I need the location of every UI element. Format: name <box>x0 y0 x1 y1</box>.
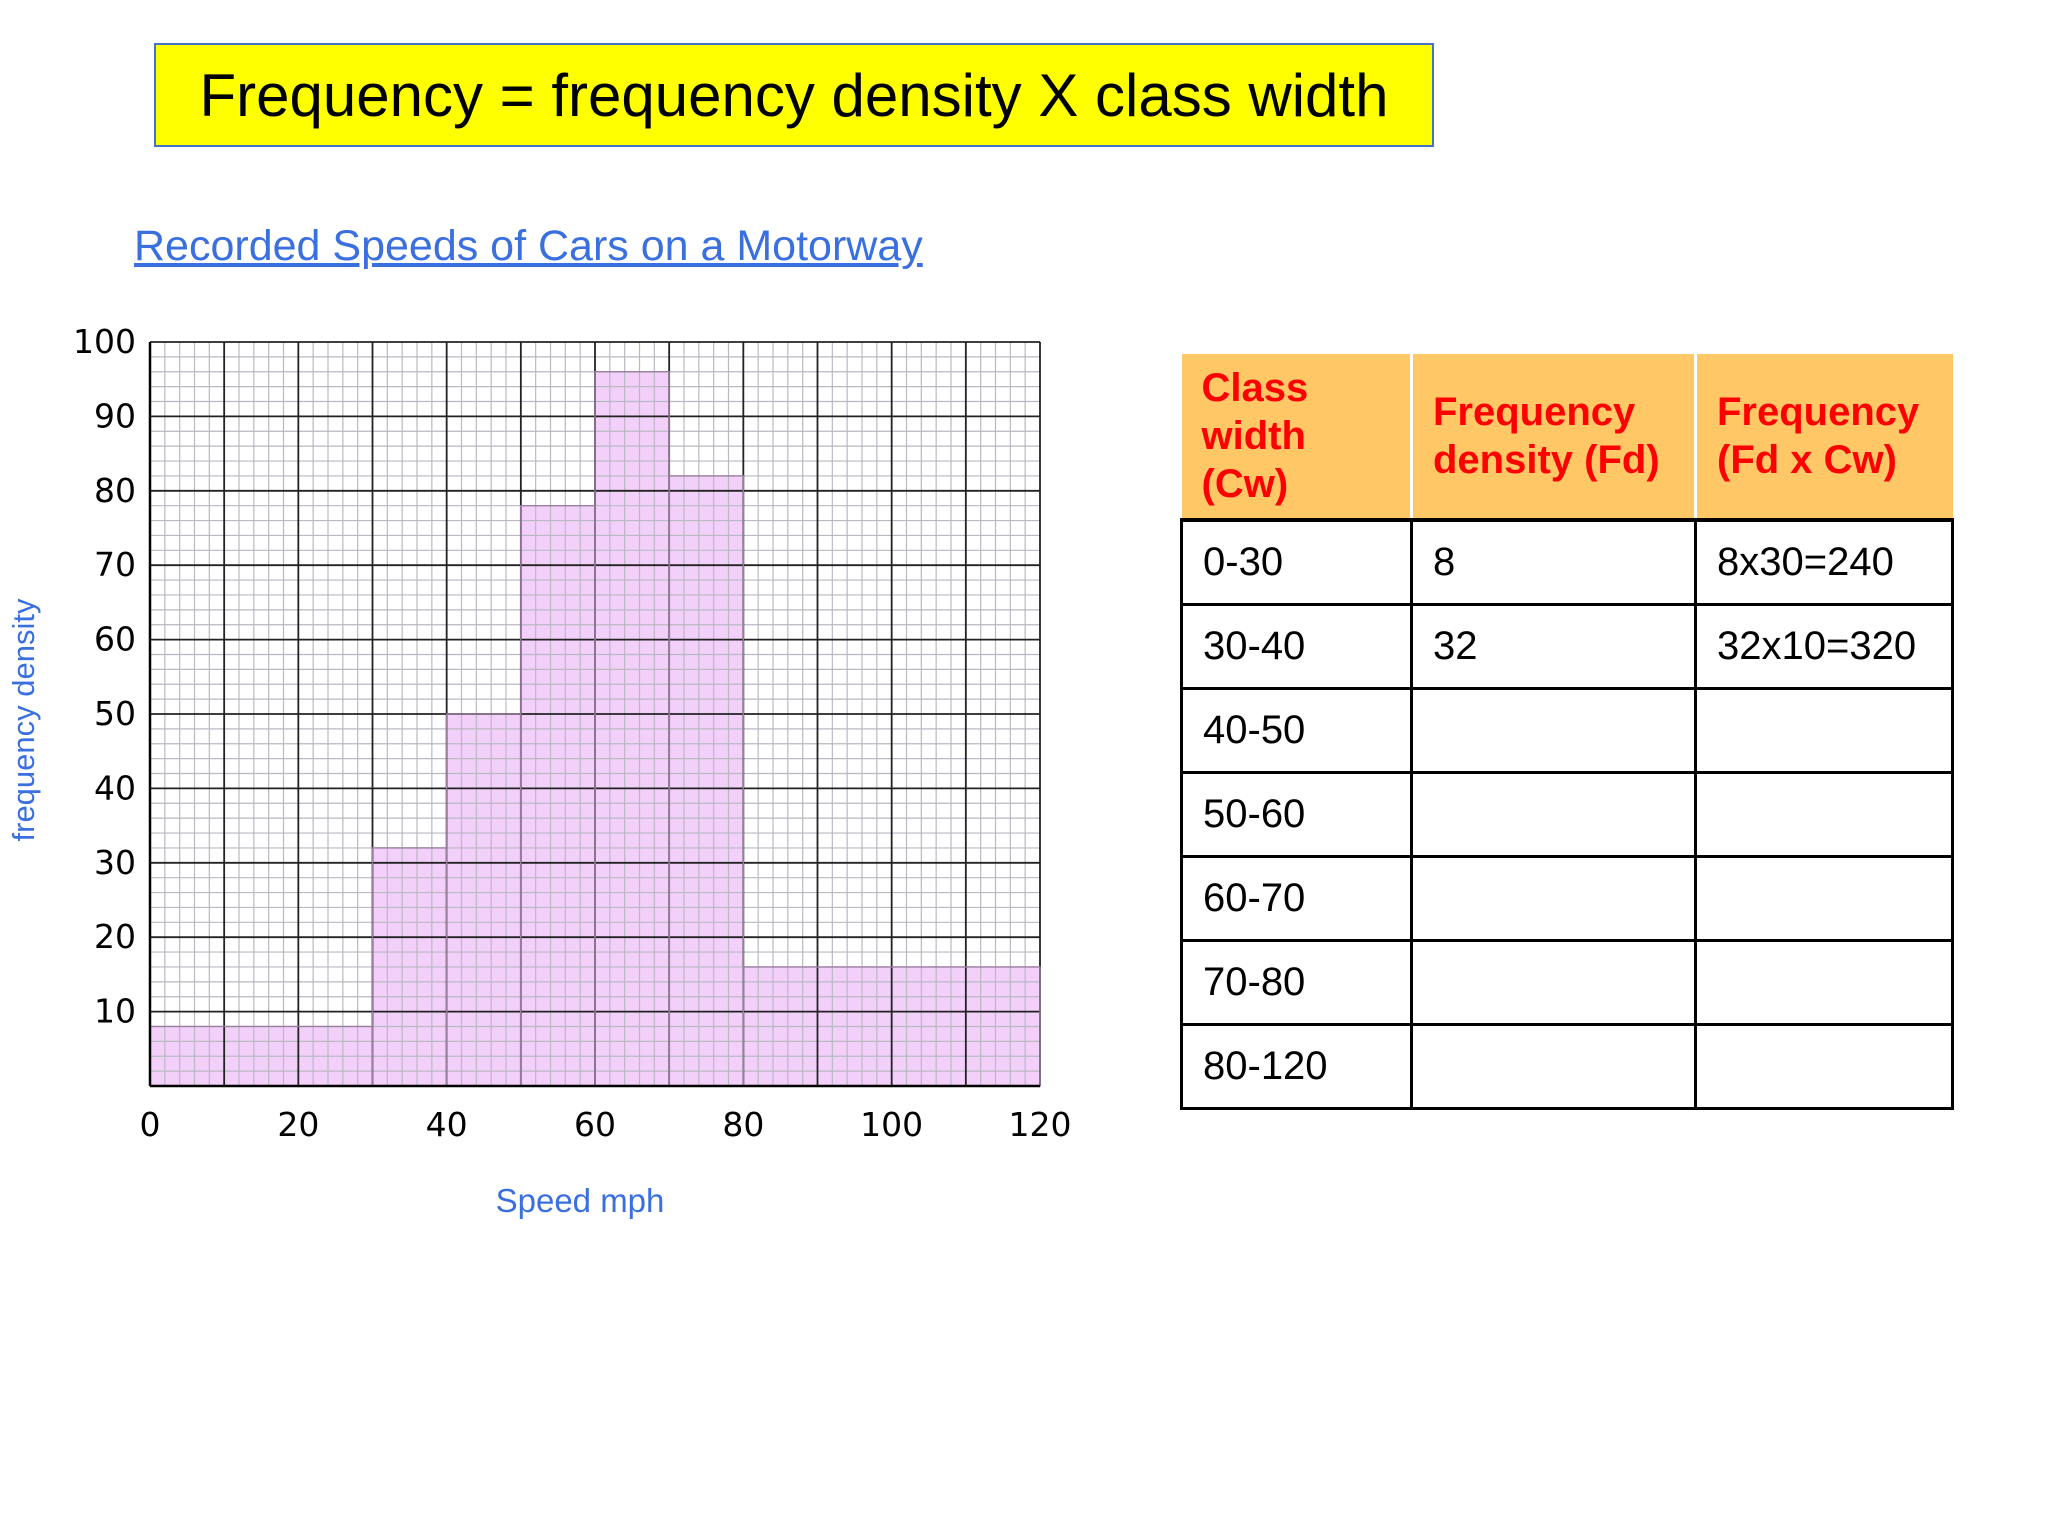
cell-frequency[interactable] <box>1694 686 1954 774</box>
cell-class-width: 70-80 <box>1180 938 1413 1026</box>
histogram-bar <box>669 475 744 1086</box>
cell-frequency-density[interactable] <box>1410 686 1697 774</box>
histogram-bar <box>446 714 521 1086</box>
x-tick-label: 20 <box>277 1105 319 1144</box>
cell-class-width: 30-40 <box>1180 602 1413 690</box>
cell-frequency-density[interactable]: 8 <box>1410 518 1697 606</box>
x-tick-label: 40 <box>426 1105 468 1144</box>
y-tick-label: 70 <box>94 545 136 584</box>
table-row: 30-40 32 32x10=320 <box>1180 602 1954 690</box>
histogram-chart: 0 20 40 60 80 100 120 10 20 30 40 50 60 70 80 90 100 <box>73 322 1072 1144</box>
y-tick-label: 10 <box>94 992 136 1031</box>
y-tick-label: 20 <box>94 917 136 956</box>
table-header-row: Class width (Cw) Frequency density (Fd) … <box>1181 354 1953 520</box>
x-axis-label: Speed mph <box>495 1182 665 1219</box>
cell-frequency[interactable] <box>1694 938 1954 1026</box>
formula-banner: Frequency = frequency density X class wi… <box>154 43 1434 147</box>
table-row: 70-80 <box>1180 938 1954 1026</box>
cell-frequency-density[interactable] <box>1410 770 1697 858</box>
cell-frequency-density[interactable] <box>1410 854 1697 942</box>
y-tick-label: 40 <box>94 768 136 807</box>
cell-class-width: 50-60 <box>1180 770 1413 858</box>
y-tick-label: 90 <box>94 396 136 435</box>
cell-frequency-density[interactable] <box>1410 1022 1697 1110</box>
y-tick-label: 30 <box>94 843 136 882</box>
x-tick-label: 0 <box>140 1105 161 1144</box>
x-tick-label: 60 <box>574 1105 616 1144</box>
chart-title: Recorded Speeds of Cars on a Motorway <box>134 222 923 270</box>
formula-text: Frequency = frequency density X class wi… <box>199 61 1389 129</box>
x-tick-label: 80 <box>722 1105 764 1144</box>
table-row: 60-70 <box>1180 854 1954 942</box>
frequency-table: Class width (Cw) Frequency density (Fd) … <box>1180 354 1954 1110</box>
table-row: 40-50 <box>1180 686 1954 774</box>
y-tick-label: 80 <box>94 471 136 510</box>
y-tick-label: 100 <box>73 322 136 361</box>
x-tick-label: 100 <box>860 1105 923 1144</box>
cell-class-width: 80-120 <box>1180 1022 1413 1110</box>
header-class-width: Class width (Cw) <box>1181 354 1413 520</box>
header-frequency: Frequency (Fd x Cw) <box>1695 354 1953 520</box>
cell-frequency[interactable] <box>1694 1022 1954 1110</box>
header-frequency-density: Frequency density (Fd) <box>1411 354 1697 520</box>
cell-frequency[interactable] <box>1694 770 1954 858</box>
histogram-bar <box>520 505 595 1086</box>
cell-frequency[interactable] <box>1694 854 1954 942</box>
y-tick-label: 60 <box>94 620 136 659</box>
cell-frequency[interactable]: 32x10=320 <box>1694 602 1954 690</box>
x-tick-label: 120 <box>1009 1105 1072 1144</box>
cell-frequency[interactable]: 8x30=240 <box>1694 518 1954 606</box>
cell-class-width: 0-30 <box>1180 518 1413 606</box>
y-tick-label: 50 <box>94 694 136 733</box>
cell-class-width: 60-70 <box>1180 854 1413 942</box>
table-row: 0-30 8 8x30=240 <box>1180 518 1954 606</box>
cell-frequency-density[interactable]: 32 <box>1410 602 1697 690</box>
table-row: 80-120 <box>1180 1022 1954 1110</box>
cell-class-width: 40-50 <box>1180 686 1413 774</box>
table-row: 50-60 <box>1180 770 1954 858</box>
cell-frequency-density[interactable] <box>1410 938 1697 1026</box>
